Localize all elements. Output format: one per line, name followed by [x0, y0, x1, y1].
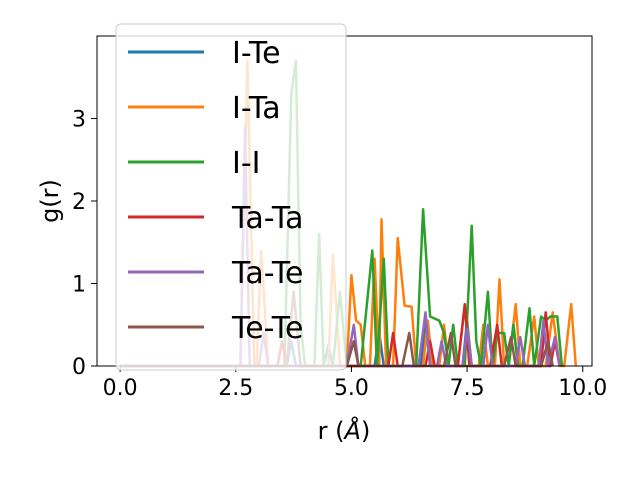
legend-label-i-i: I-I [232, 146, 261, 181]
legend: I-Te I-Ta I-I Ta-Ta Ta-Te Te-Te [115, 23, 347, 371]
y-tick-label: 2 [72, 190, 86, 215]
x-axis-label: r (Å) [318, 416, 371, 445]
y-tick-label: 1 [72, 273, 86, 298]
y-tick-label: 0 [72, 355, 86, 380]
y-axis-label: g(r) [36, 179, 64, 223]
x-tick-label: 7.5 [450, 376, 485, 401]
x-tick-label: 5.0 [334, 376, 369, 401]
x-tick-label: 2.5 [218, 376, 253, 401]
y-tick-label: 3 [72, 108, 86, 133]
ticks-layer: 0.0 2.5 5.0 7.5 10.0 0 1 2 3 [72, 108, 607, 402]
legend-box [115, 23, 347, 371]
legend-label-ta-te: Ta-Te [231, 256, 304, 291]
x-tick-label: 10.0 [558, 376, 607, 401]
legend-label-i-ta: I-Ta [232, 91, 281, 126]
legend-label-ta-ta: Ta-Ta [231, 201, 304, 236]
legend-label-te-te: Te-Te [231, 311, 303, 346]
legend-label-i-te: I-Te [232, 36, 281, 71]
x-tick-label: 0.0 [103, 376, 138, 401]
